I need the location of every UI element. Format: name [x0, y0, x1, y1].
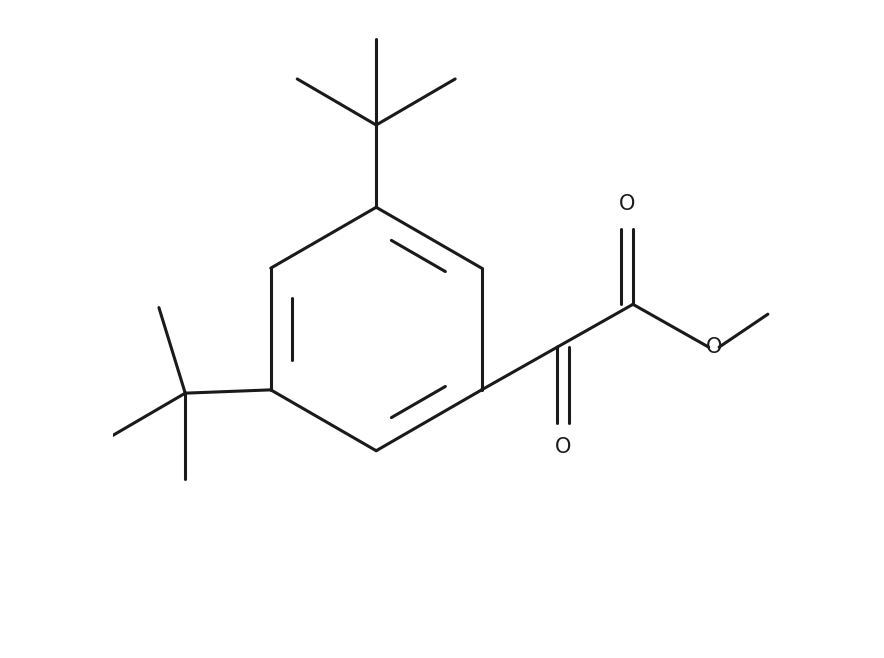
- Text: O: O: [555, 437, 571, 457]
- Text: O: O: [705, 337, 722, 357]
- Text: O: O: [619, 194, 636, 214]
